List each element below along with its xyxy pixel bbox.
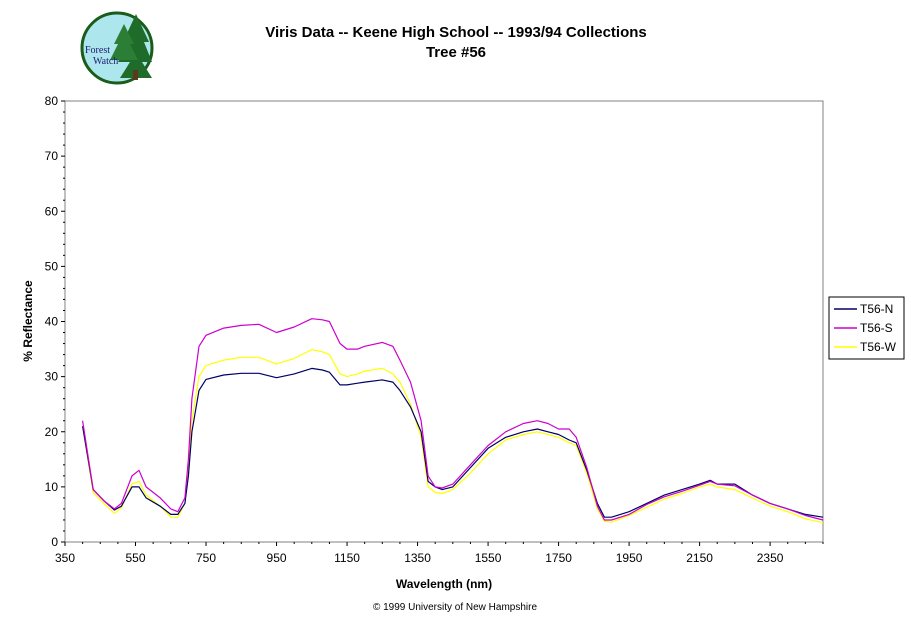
- x-tick-label: 2350: [757, 551, 784, 565]
- copyright-text: © 1999 University of New Hampshire: [373, 602, 538, 613]
- y-tick-label: 20: [45, 425, 59, 439]
- series-line-t56-s: [82, 318, 824, 521]
- legend-label-t56-n: T56-N: [860, 302, 893, 316]
- x-tick-label: 2150: [686, 551, 713, 565]
- forest-watch-logo: Forest Watch: [80, 11, 154, 85]
- plot-area: [64, 100, 824, 543]
- y-tick-label: 0: [51, 535, 58, 549]
- series-lines: [82, 318, 824, 524]
- legend-label-t56-s: T56-S: [860, 321, 893, 335]
- logo-line2: Watch: [93, 56, 118, 67]
- logo-line1: Forest: [85, 45, 110, 56]
- y-tick-label: 10: [45, 480, 59, 494]
- series-line-t56-n: [82, 367, 824, 518]
- x-tick-label: 550: [125, 551, 145, 565]
- y-axis: 0 10 20 30 40 50 60 70 80: [45, 94, 65, 549]
- y-tick-label: 60: [45, 204, 59, 218]
- x-tick-label: 1550: [475, 551, 502, 565]
- x-axis-title: Wavelength (nm): [396, 577, 492, 591]
- series-line-t56-w: [82, 349, 824, 524]
- y-tick-label: 50: [45, 259, 59, 273]
- x-tick-label: 750: [196, 551, 216, 565]
- x-tick-label: 350: [55, 551, 75, 565]
- y-tick-label: 30: [45, 370, 59, 384]
- chart-subtitle: Tree #56: [426, 44, 486, 61]
- legend-label-t56-w: T56-W: [860, 340, 897, 354]
- x-tick-label: 1350: [404, 551, 431, 565]
- x-tick-label: 1150: [334, 551, 360, 565]
- y-tick-label: 80: [45, 94, 59, 108]
- x-tick-label: 1750: [545, 551, 572, 565]
- legend: T56-N T56-S T56-W: [828, 296, 905, 360]
- x-axis: 350 550 750 950 1150 1350 1550 1750 1950 2150 2350: [55, 542, 824, 565]
- chart-title: Viris Data -- Keene High School -- 1993/…: [265, 24, 647, 41]
- y-tick-label: 70: [45, 149, 59, 163]
- y-axis-title: % Reflectance: [21, 280, 35, 362]
- x-tick-label: 1950: [616, 551, 643, 565]
- x-tick-label: 950: [267, 551, 287, 565]
- y-tick-label: 40: [45, 315, 59, 329]
